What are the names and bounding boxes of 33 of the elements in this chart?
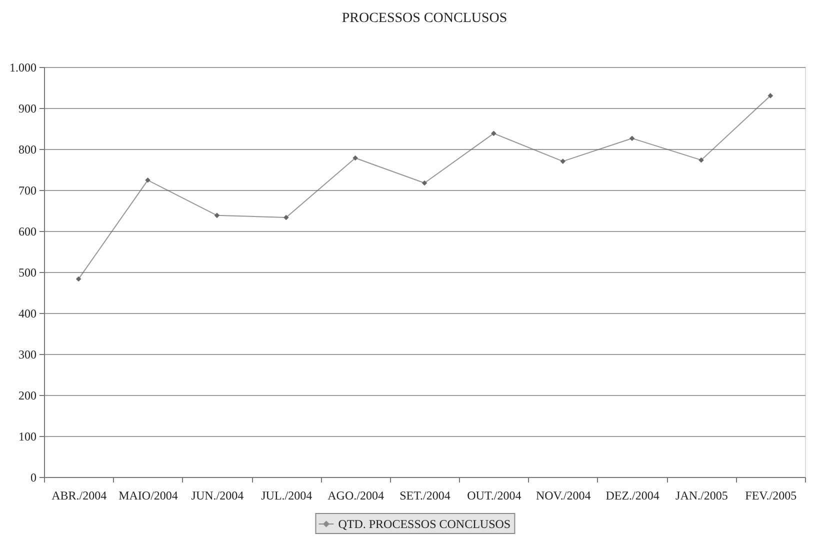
x-tick-label: JUL./2004 [261,488,312,502]
x-tick-label: JAN./2005 [676,488,728,502]
point [491,130,496,136]
x-tick-label: MAIO/2004 [118,488,178,502]
x-tick-label: AGO./2004 [328,488,384,502]
point [768,93,774,98]
y-tick-label: 0 [30,470,36,484]
point [145,178,150,183]
x-tick-label: JUN./2004 [191,488,244,502]
y-tick-label: 1.000 [10,60,36,74]
x-tick-label: NOV./2004 [536,488,591,502]
chart-title: PROCESSOS CONCLUSOS [342,11,508,26]
y-tick-label: 500 [18,266,36,280]
y-tick-label: 300 [18,348,36,362]
y-tick-label: 800 [18,142,36,156]
x-tick-label: OUT./2004 [467,488,522,502]
point [214,212,220,218]
y-tick-label: 400 [18,306,36,320]
y-tick-label: 100 [18,430,36,444]
y-tick-label: 700 [18,184,36,198]
x-tick-label: SET./2004 [400,488,450,502]
point [629,136,635,141]
point [422,180,428,186]
y-tick-label: 600 [18,224,36,238]
point [560,158,566,164]
x-tick-label: ABR./2004 [52,488,107,502]
x-tick-label: FEV./2005 [745,488,797,502]
x-tick-label: DEZ./2004 [606,488,660,502]
y-tick-label: 900 [18,102,36,116]
point [76,276,82,282]
point [283,214,289,220]
legend-label: QTD. PROCESSOS CONCLUSOS [338,517,511,531]
y-tick-label: 200 [18,388,36,402]
